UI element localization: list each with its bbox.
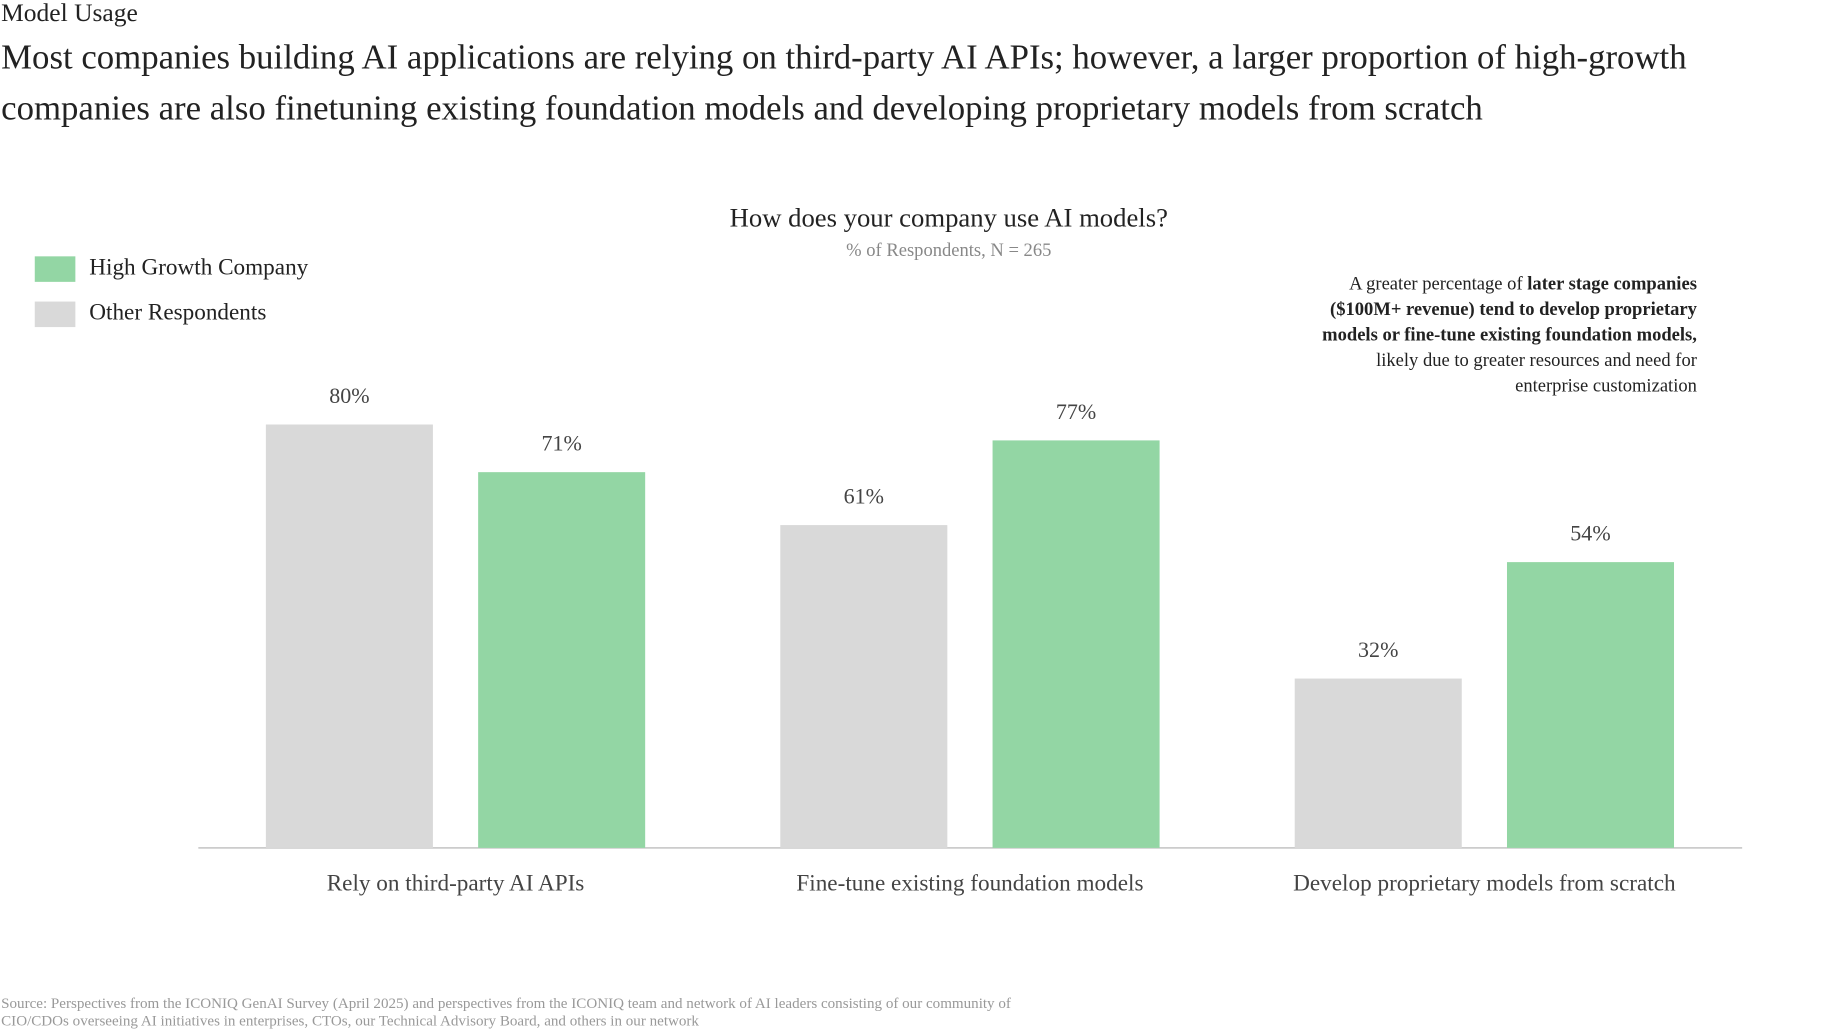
annotation: enterprise customization (1515, 376, 1697, 397)
data-label: 32% (1358, 637, 1398, 662)
data-label: 61% (844, 483, 884, 508)
annotation-part: A greater percentage of (1349, 274, 1527, 295)
bar (265, 424, 433, 848)
annotation-part: likely due to greater resources and need… (1376, 350, 1698, 371)
data-label: 71% (541, 431, 581, 456)
bar (1506, 562, 1675, 848)
section-label: Model Usage (1, 0, 138, 27)
legend-label: Other Respondents (89, 300, 266, 326)
legend-swatch (34, 256, 76, 282)
annotation-part: later stage companies (1527, 274, 1697, 295)
bar (1294, 678, 1462, 848)
chart-title: How does your company use AI models? (730, 203, 1168, 233)
annotation-part: enterprise customization (1515, 376, 1697, 397)
x-tick-label: Develop proprietary models from scratch (1293, 870, 1676, 896)
chart-subtitle: % of Respondents, N = 265 (846, 240, 1051, 261)
annotation-part: ($100M+ revenue) tend to develop proprie… (1330, 299, 1698, 320)
source: CIO/CDOs overseeing AI initiatives in en… (1, 1013, 699, 1029)
data-label: 80% (329, 383, 369, 408)
bar (478, 472, 646, 848)
annotation: likely due to greater resources and need… (1376, 350, 1698, 371)
source: Source: Perspectives from the ICONIQ Gen… (1, 996, 1012, 1012)
x-tick-label: Rely on third-party AI APIs (327, 870, 585, 896)
headline: Most companies building AI applications … (1, 37, 1686, 76)
legend-swatch (34, 301, 76, 328)
headline: companies are also finetuning existing f… (1, 88, 1483, 127)
annotation: A greater percentage of later stage comp… (1349, 274, 1697, 295)
data-label: 77% (1056, 399, 1096, 424)
legend-label: High Growth Company (89, 254, 308, 280)
bar (780, 525, 948, 848)
data-label: 54% (1570, 521, 1610, 546)
x-tick-label: Fine-tune existing foundation models (796, 870, 1143, 896)
annotation: ($100M+ revenue) tend to develop proprie… (1330, 299, 1698, 320)
annotation-part: models or fine-tune existing foundation … (1322, 325, 1697, 346)
annotation: models or fine-tune existing foundation … (1322, 325, 1697, 346)
bar (992, 440, 1160, 848)
